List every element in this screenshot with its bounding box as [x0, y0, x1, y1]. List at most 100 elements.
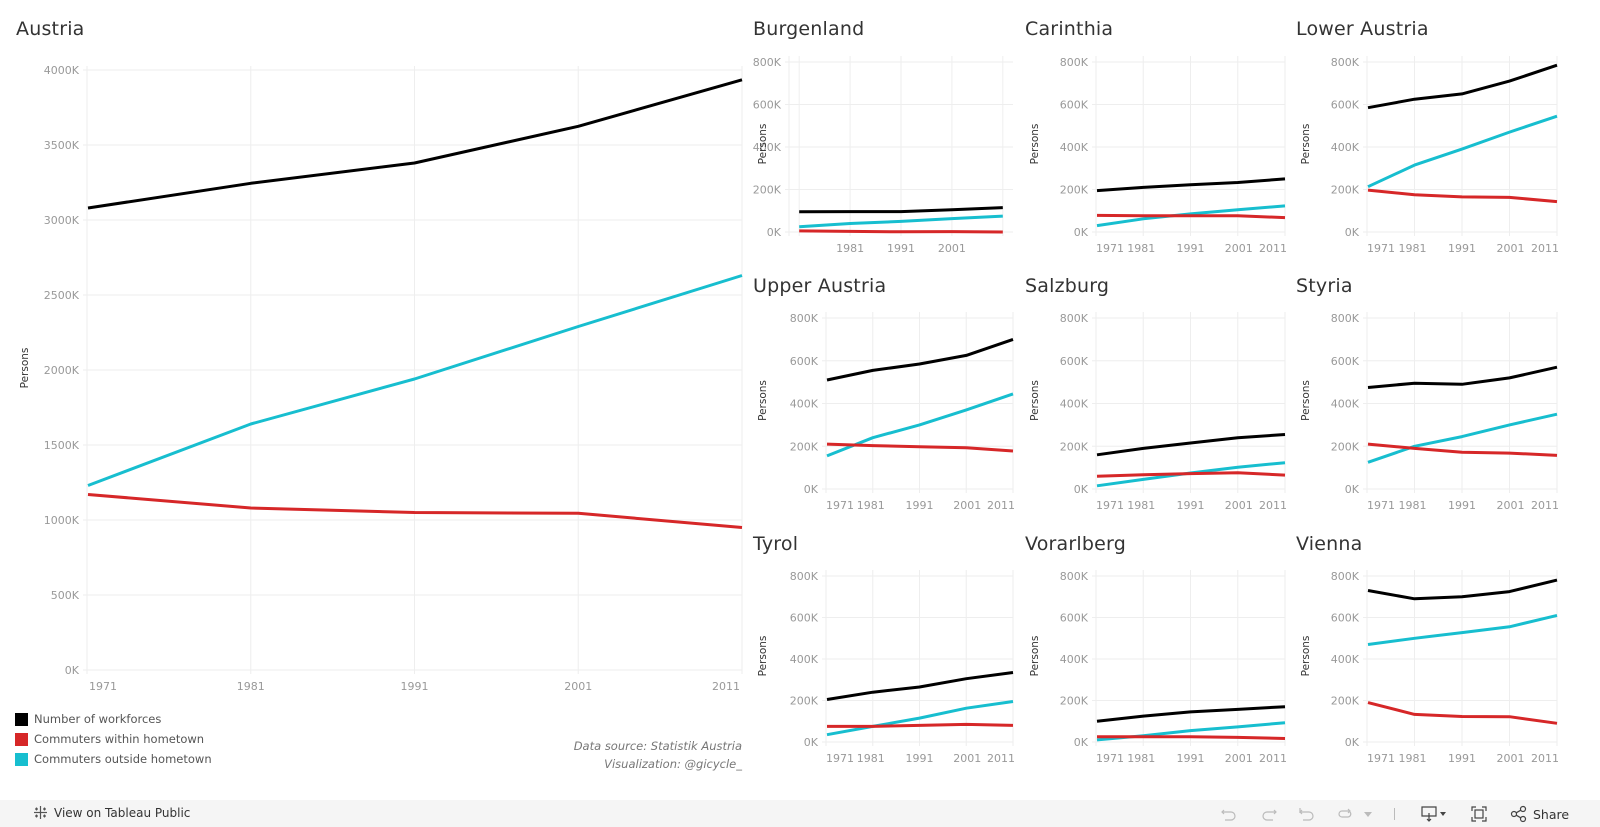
data-point-within[interactable] [412, 510, 418, 516]
data-point-outside[interactable] [898, 218, 904, 224]
data-point-workforces[interactable] [870, 689, 876, 695]
download-button[interactable] [1420, 804, 1450, 824]
data-point-outside[interactable] [1459, 630, 1465, 636]
series-line-workforces[interactable] [87, 78, 743, 210]
data-point-workforces[interactable] [1140, 445, 1146, 451]
data-point-within[interactable] [870, 443, 876, 449]
series-line-workforces[interactable] [1096, 705, 1286, 723]
data-point-workforces[interactable] [1412, 380, 1418, 386]
data-point-outside[interactable] [1507, 624, 1513, 630]
data-point-outside[interactable] [1235, 464, 1241, 470]
data-point-within[interactable] [1010, 722, 1016, 728]
data-point-outside[interactable] [1459, 146, 1465, 152]
data-point-within[interactable] [796, 228, 802, 234]
data-point-outside[interactable] [1010, 699, 1016, 705]
data-point-within[interactable] [824, 441, 830, 447]
data-point-outside[interactable] [1188, 728, 1194, 734]
data-point-outside[interactable] [575, 324, 581, 330]
data-point-within[interactable] [1140, 734, 1146, 740]
series-line-workforces[interactable] [826, 671, 1014, 701]
data-point-within[interactable] [949, 229, 955, 235]
data-point-workforces[interactable] [1094, 452, 1100, 458]
series-line-workforces[interactable] [1367, 63, 1558, 110]
series-line-workforces[interactable] [1096, 433, 1286, 457]
data-point-within[interactable] [1459, 194, 1465, 200]
series-line-within[interactable] [1367, 442, 1558, 457]
legend-item-outside[interactable]: Commuters outside hometown [15, 749, 212, 769]
series-line-outside[interactable] [1367, 412, 1558, 464]
data-point-within[interactable] [1235, 734, 1241, 740]
data-point-within[interactable] [1282, 735, 1288, 741]
data-point-within[interactable] [1188, 213, 1194, 219]
data-point-workforces[interactable] [963, 352, 969, 358]
series-line-outside[interactable] [1367, 613, 1558, 646]
data-point-workforces[interactable] [1507, 375, 1513, 381]
series-line-within[interactable] [827, 722, 1014, 728]
data-point-outside[interactable] [1282, 460, 1288, 466]
data-point-outside[interactable] [1365, 641, 1371, 647]
data-point-workforces[interactable] [1235, 706, 1241, 712]
data-point-outside[interactable] [949, 216, 955, 222]
series-line-within[interactable] [799, 229, 1003, 234]
share-button[interactable]: Share [1510, 804, 1569, 824]
data-point-within[interactable] [917, 722, 923, 728]
series-line-outside[interactable] [87, 274, 743, 487]
data-point-workforces[interactable] [917, 361, 923, 367]
data-point-outside[interactable] [824, 732, 830, 738]
legend-item-workforces[interactable]: Number of workforces [15, 709, 212, 729]
data-point-within[interactable] [1282, 472, 1288, 478]
redo-button[interactable] [1260, 804, 1278, 824]
data-point-outside[interactable] [1365, 459, 1371, 465]
data-point-within[interactable] [1507, 450, 1513, 456]
data-point-workforces[interactable] [1507, 589, 1513, 595]
data-point-workforces[interactable] [1282, 704, 1288, 710]
data-point-workforces[interactable] [949, 207, 955, 213]
data-point-workforces[interactable] [796, 209, 802, 215]
data-point-within[interactable] [739, 525, 745, 531]
data-point-within[interactable] [1140, 213, 1146, 219]
series-line-within[interactable] [1367, 701, 1558, 725]
data-point-outside[interactable] [1554, 411, 1560, 417]
data-point-workforces[interactable] [824, 377, 830, 383]
data-point-within[interactable] [1235, 470, 1241, 476]
data-point-outside[interactable] [1412, 635, 1418, 641]
data-point-within[interactable] [963, 721, 969, 727]
undo-button[interactable] [1220, 804, 1238, 824]
data-point-workforces[interactable] [1094, 188, 1100, 194]
data-point-within[interactable] [85, 492, 91, 498]
data-point-within[interactable] [1554, 452, 1560, 458]
data-point-outside[interactable] [1412, 162, 1418, 168]
data-point-outside[interactable] [1235, 724, 1241, 730]
data-point-outside[interactable] [847, 221, 853, 227]
data-point-within[interactable] [1554, 720, 1560, 726]
data-point-outside[interactable] [1554, 113, 1560, 119]
data-point-within[interactable] [1000, 229, 1006, 235]
data-point-outside[interactable] [870, 435, 876, 441]
data-point-within[interactable] [870, 723, 876, 729]
series-line-within[interactable] [1096, 471, 1286, 478]
data-point-workforces[interactable] [1235, 179, 1241, 185]
data-point-outside[interactable] [917, 422, 923, 428]
data-point-workforces[interactable] [1282, 431, 1288, 437]
series-line-workforces[interactable] [799, 206, 1003, 214]
data-point-workforces[interactable] [1365, 588, 1371, 594]
data-point-workforces[interactable] [870, 367, 876, 373]
data-point-outside[interactable] [1507, 422, 1513, 428]
data-point-workforces[interactable] [248, 180, 254, 186]
data-point-workforces[interactable] [1094, 718, 1100, 724]
data-point-workforces[interactable] [847, 209, 853, 215]
revert-button[interactable] [1298, 804, 1316, 824]
data-point-workforces[interactable] [963, 676, 969, 682]
data-point-workforces[interactable] [898, 209, 904, 215]
series-line-within[interactable] [1097, 735, 1286, 740]
data-point-workforces[interactable] [1188, 440, 1194, 446]
data-point-within[interactable] [847, 228, 853, 234]
data-point-outside[interactable] [824, 453, 830, 459]
data-point-outside[interactable] [85, 483, 91, 489]
series-line-outside[interactable] [826, 700, 1014, 737]
series-line-within[interactable] [87, 493, 743, 529]
data-point-within[interactable] [1188, 471, 1194, 477]
data-point-workforces[interactable] [1554, 62, 1560, 68]
refresh-button[interactable] [1336, 804, 1354, 824]
data-point-workforces[interactable] [412, 160, 418, 166]
